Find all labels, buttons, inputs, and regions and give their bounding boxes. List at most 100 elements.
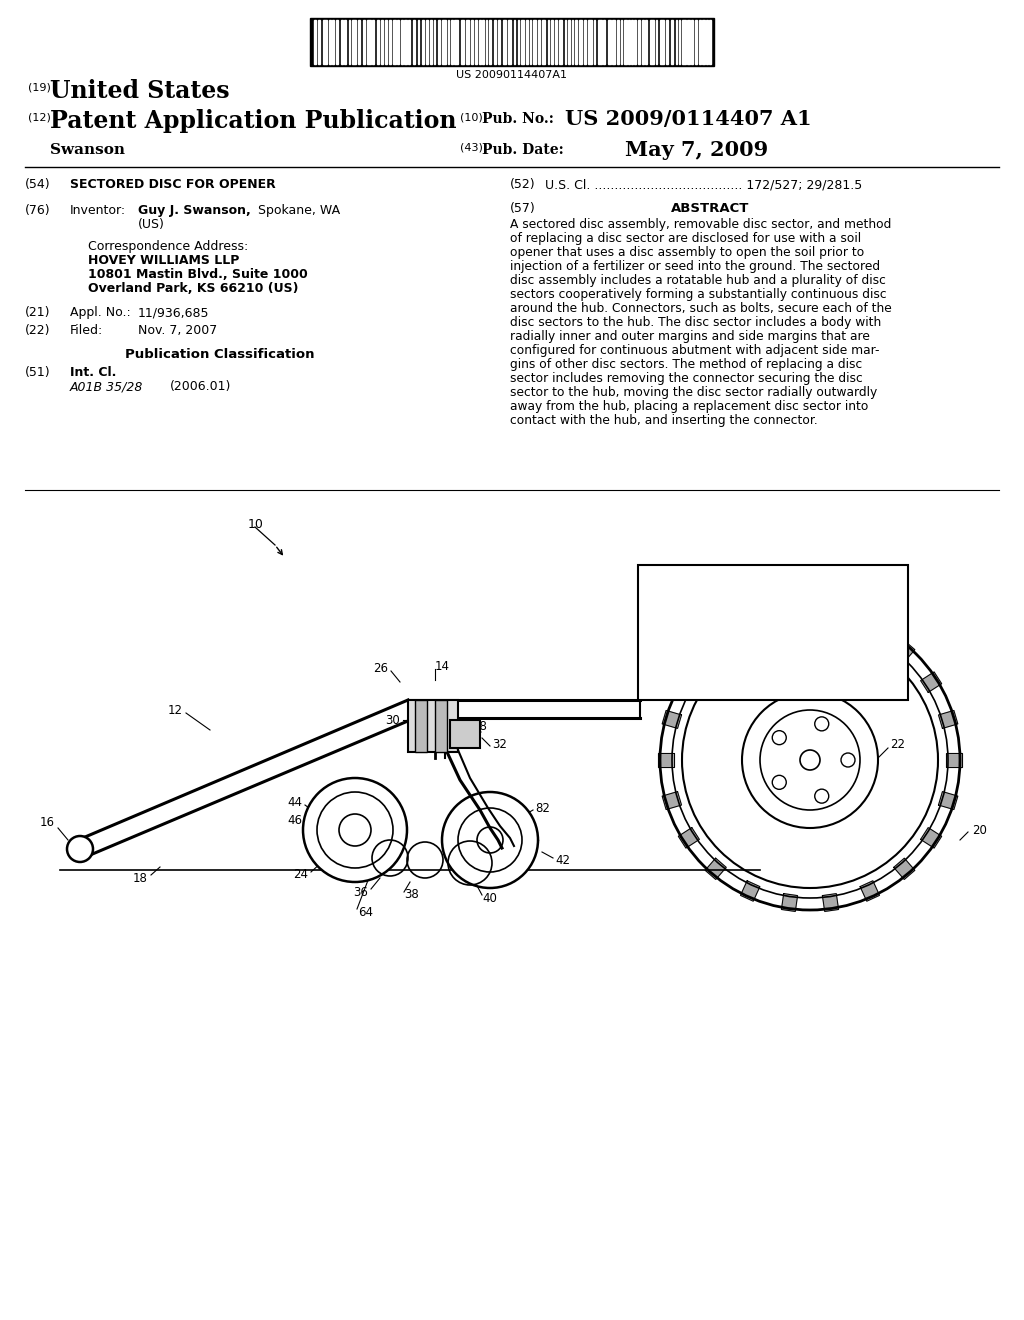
Text: (57): (57) xyxy=(510,202,536,215)
Polygon shape xyxy=(740,619,760,639)
Bar xyxy=(567,20,570,63)
Text: of replacing a disc sector are disclosed for use with a soil: of replacing a disc sector are disclosed… xyxy=(510,232,861,246)
Bar xyxy=(485,20,487,63)
Text: Guy J. Swanson,: Guy J. Swanson, xyxy=(138,205,251,216)
Text: sector to the hub, moving the disc sector radially outwardly: sector to the hub, moving the disc secto… xyxy=(510,385,878,399)
Polygon shape xyxy=(860,880,880,902)
Bar xyxy=(631,20,633,63)
Bar xyxy=(430,20,432,63)
Bar xyxy=(571,20,573,63)
Bar xyxy=(318,20,319,63)
Text: 18: 18 xyxy=(133,871,148,884)
Bar xyxy=(607,20,610,63)
Bar xyxy=(332,20,334,63)
Bar xyxy=(479,20,480,63)
Text: Appl. No.:: Appl. No.: xyxy=(70,306,131,319)
Bar xyxy=(397,20,399,63)
Text: contact with the hub, and inserting the connector.: contact with the hub, and inserting the … xyxy=(510,414,818,426)
Bar xyxy=(418,20,419,63)
Bar xyxy=(422,20,424,63)
Bar xyxy=(336,20,338,63)
Bar xyxy=(542,20,545,63)
Bar xyxy=(709,20,711,63)
Text: 46: 46 xyxy=(287,813,302,826)
Bar xyxy=(695,20,696,63)
Bar xyxy=(415,700,427,752)
Text: Pub. No.:: Pub. No.: xyxy=(482,112,554,125)
Bar xyxy=(508,20,511,63)
Text: (21): (21) xyxy=(25,306,50,319)
Text: 82: 82 xyxy=(535,801,550,814)
Text: 11/936,685: 11/936,685 xyxy=(138,306,210,319)
Text: US 20090114407A1: US 20090114407A1 xyxy=(457,70,567,81)
Bar xyxy=(454,20,458,63)
Text: (10): (10) xyxy=(460,112,482,121)
Bar xyxy=(503,20,506,63)
Bar xyxy=(489,20,490,63)
Polygon shape xyxy=(894,640,914,661)
Text: gins of other disc sectors. The method of replacing a disc: gins of other disc sectors. The method o… xyxy=(510,358,862,371)
Bar xyxy=(682,20,685,63)
Text: 24: 24 xyxy=(293,869,308,882)
Bar xyxy=(638,565,908,700)
Polygon shape xyxy=(663,792,682,809)
Text: ABSTRACT: ABSTRACT xyxy=(671,202,750,215)
Bar xyxy=(529,20,531,63)
Text: Overland Park, KS 66210 (US): Overland Park, KS 66210 (US) xyxy=(88,282,299,294)
Text: Publication Classification: Publication Classification xyxy=(125,348,314,360)
Text: SECTORED DISC FOR OPENER: SECTORED DISC FOR OPENER xyxy=(70,178,275,191)
Bar xyxy=(450,719,480,748)
Polygon shape xyxy=(939,792,957,809)
Bar xyxy=(437,20,439,63)
Text: United States: United States xyxy=(50,79,229,103)
Text: sector includes removing the connector securing the disc: sector includes removing the connector s… xyxy=(510,372,863,385)
Text: (43): (43) xyxy=(460,143,483,153)
Text: radially inner and outer margins and side margins that are: radially inner and outer margins and sid… xyxy=(510,330,869,343)
Text: 28: 28 xyxy=(375,851,390,865)
Text: Correspondence Address:: Correspondence Address: xyxy=(88,240,248,253)
Bar xyxy=(538,20,540,63)
Polygon shape xyxy=(678,828,699,847)
Text: Spokane, WA: Spokane, WA xyxy=(258,205,340,216)
Bar xyxy=(603,20,605,63)
Polygon shape xyxy=(781,894,798,911)
Circle shape xyxy=(303,777,407,882)
Polygon shape xyxy=(822,894,839,911)
Text: (51): (51) xyxy=(25,366,50,379)
Text: sectors cooperatively forming a substantially continuous disc: sectors cooperatively forming a substant… xyxy=(510,288,887,301)
Text: 16: 16 xyxy=(40,816,55,829)
Bar xyxy=(621,20,622,63)
Bar xyxy=(698,20,700,63)
Bar xyxy=(584,20,586,63)
Bar xyxy=(588,20,592,63)
Text: May 7, 2009: May 7, 2009 xyxy=(625,140,768,160)
Bar xyxy=(314,20,315,63)
Text: (19): (19) xyxy=(28,82,51,92)
Text: 10801 Mastin Blvd., Suite 1000: 10801 Mastin Blvd., Suite 1000 xyxy=(88,268,308,281)
Bar xyxy=(352,20,356,63)
Bar xyxy=(564,20,566,63)
Bar xyxy=(393,20,395,63)
Polygon shape xyxy=(921,828,942,847)
Bar xyxy=(384,20,386,63)
Bar xyxy=(377,20,379,63)
Bar xyxy=(617,20,618,63)
Bar xyxy=(482,20,484,63)
Text: Patent Application Publication: Patent Application Publication xyxy=(50,110,457,133)
Text: 44: 44 xyxy=(287,796,302,808)
Text: 36: 36 xyxy=(353,887,368,899)
Bar xyxy=(388,20,390,63)
Bar xyxy=(655,20,657,63)
Bar xyxy=(435,700,447,752)
Bar xyxy=(362,20,365,63)
Bar xyxy=(400,20,402,63)
Text: (52): (52) xyxy=(510,178,536,191)
Bar xyxy=(666,20,668,63)
Polygon shape xyxy=(740,880,760,902)
Polygon shape xyxy=(663,710,682,729)
Bar xyxy=(494,20,496,63)
Bar xyxy=(659,20,664,63)
Text: (76): (76) xyxy=(25,205,50,216)
Bar xyxy=(413,20,415,63)
Text: (12): (12) xyxy=(28,112,51,121)
